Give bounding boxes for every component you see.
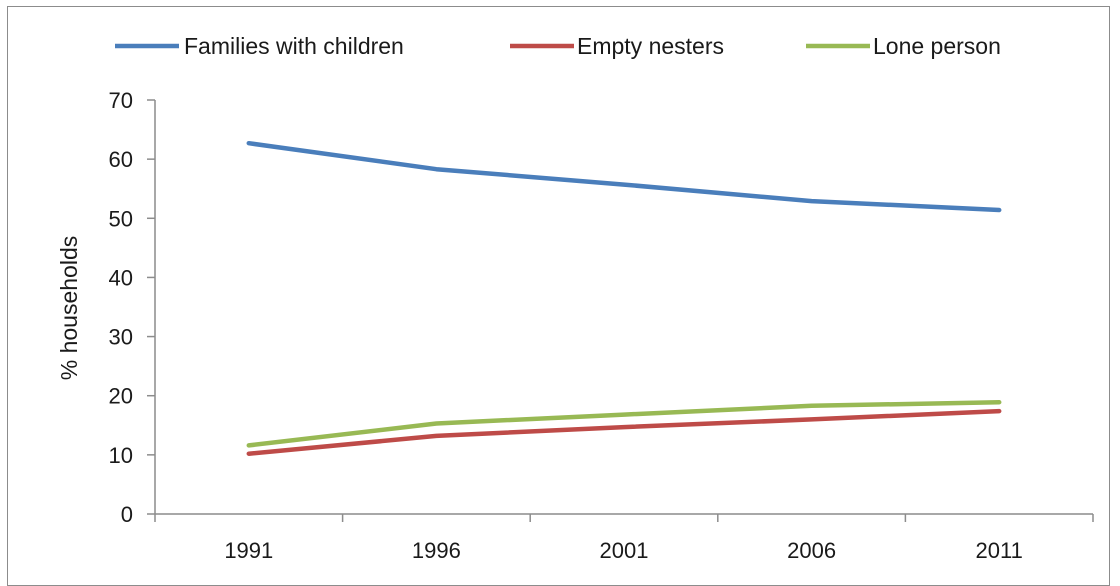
y-tick-label: 10: [109, 443, 133, 468]
series-line-lone-person: [249, 402, 999, 445]
y-axis-title: % households: [56, 236, 82, 381]
series-line-families-with-children: [249, 143, 999, 210]
y-tick-label: 30: [109, 325, 133, 350]
y-tick-label: 0: [121, 502, 133, 527]
series-layer: [249, 143, 1000, 454]
x-tick-label: 2006: [787, 538, 836, 563]
legend: Families with children Empty nesters Lone …: [115, 33, 1001, 59]
y-tick-label: 60: [109, 147, 133, 172]
legend-label-families-with-children: Families with children: [184, 33, 404, 59]
x-axis: 1991 1996 2001 2006 2011: [155, 514, 1093, 563]
y-axis: 0 10 20 30 40 50 60 70: [109, 88, 155, 527]
y-tick-label: 40: [109, 265, 133, 290]
y-tick-label: 50: [109, 206, 133, 231]
x-tick-label: 1991: [224, 538, 273, 563]
y-tick-label: 70: [109, 88, 133, 113]
x-tick-label: 2001: [600, 538, 649, 563]
x-tick-label: 2011: [976, 538, 1023, 563]
legend-label-empty-nesters: Empty nesters: [577, 33, 724, 59]
legend-label-lone-person: Lone person: [873, 33, 1001, 59]
x-tick-label: 1996: [412, 538, 461, 563]
y-tick-label: 20: [109, 384, 133, 409]
